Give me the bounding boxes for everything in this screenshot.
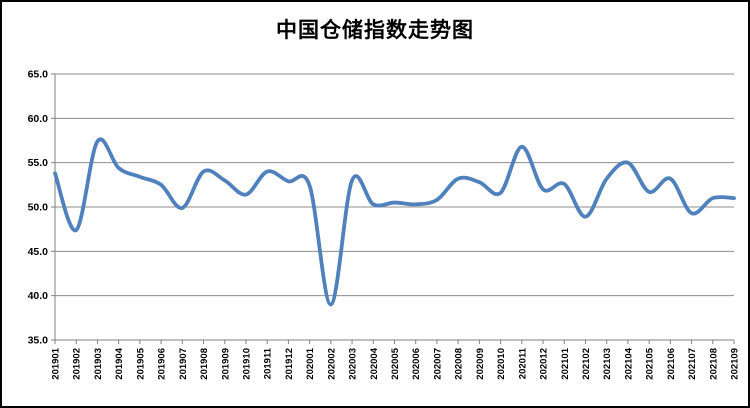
x-tick-label: 202004: [369, 347, 380, 379]
x-tick-label: 202009: [475, 348, 486, 380]
x-tick-label: 201910: [241, 348, 252, 380]
y-tick-label: 50.0: [28, 202, 49, 214]
y-tick-label: 40.0: [28, 290, 49, 302]
x-tick-label: 202003: [348, 348, 359, 380]
x-tick-label: 202005: [390, 347, 401, 379]
x-tick-label: 202108: [708, 348, 719, 380]
x-tick-label: 202105: [645, 347, 656, 379]
x-tick-label: 201908: [199, 348, 210, 380]
index-series-line: [53, 137, 736, 307]
x-tick-label: 201907: [178, 348, 189, 380]
x-tick-label: 202008: [454, 348, 465, 380]
x-tick-label: 201905: [135, 347, 146, 379]
x-tick-label: 202109: [730, 348, 741, 380]
x-tick-label: 202012: [539, 348, 550, 380]
x-tick-label: 202010: [496, 348, 507, 380]
x-tick-label: 201901: [51, 347, 62, 379]
chart-title: 中国仓储指数走势图: [276, 18, 474, 42]
y-tick-label: 65.0: [28, 69, 49, 81]
x-tick-label: 201912: [284, 348, 295, 380]
x-tick-label: 202002: [326, 348, 337, 380]
x-tick-label: 201911: [263, 347, 274, 379]
x-tick-label: 202104: [623, 347, 634, 379]
x-tick-label: 202007: [432, 348, 443, 380]
y-tick-label: 55.0: [28, 157, 49, 169]
x-tick-label: 201904: [114, 347, 125, 379]
x-tick-label: 202102: [581, 348, 592, 380]
y-tick-label: 35.0: [28, 335, 49, 347]
x-tick-label: 201902: [72, 348, 83, 380]
y-tick-label: 60.0: [28, 113, 49, 125]
x-tick-label: 201909: [220, 348, 231, 380]
x-tick-label: 202011: [517, 347, 528, 379]
y-tick-label: 45.0: [28, 246, 49, 258]
x-tick-label: 202106: [666, 348, 677, 380]
x-tick-label: 202006: [411, 348, 422, 380]
x-tick-label: 201906: [157, 348, 168, 380]
x-tick-label: 201903: [93, 348, 104, 380]
x-tick-label: 202103: [602, 348, 613, 380]
x-tick-label: 202101: [560, 347, 571, 379]
x-tick-label: 202107: [687, 348, 698, 380]
x-tick-label: 202001: [305, 347, 316, 379]
